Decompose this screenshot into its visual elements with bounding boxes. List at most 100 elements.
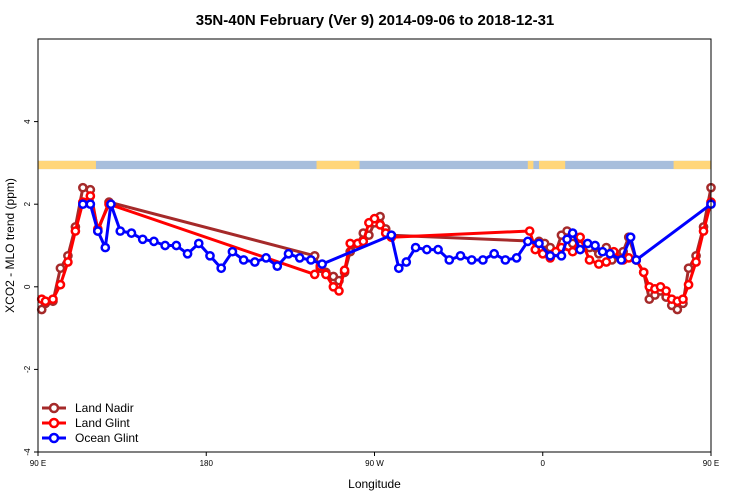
- series-2-point-43: [575, 244, 585, 255]
- series-2: [78, 199, 716, 274]
- land-segment-2: [527, 160, 534, 170]
- series-2-point-48: [616, 255, 627, 265]
- series-1-point-48: [691, 257, 701, 267]
- series-2-point-19: [272, 261, 283, 271]
- series-2-point-27: [410, 242, 421, 253]
- series-2-point-12: [193, 238, 204, 249]
- series-1-point-16: [345, 238, 356, 249]
- series-2-point-15: [227, 246, 238, 257]
- y-tick-label-4: 4: [23, 119, 32, 124]
- y-tick-label-1: -2: [23, 365, 32, 373]
- x-tick-label-0: 90 E: [30, 459, 46, 468]
- series-2-point-22: [306, 255, 316, 265]
- series-2-point-35: [500, 255, 511, 265]
- series-1-point-18: [358, 236, 369, 247]
- legend-label-1: Land Glint: [75, 416, 130, 430]
- series-2-point-21: [294, 253, 305, 263]
- series-2-point-36: [511, 253, 522, 263]
- land-ocean-band: [38, 160, 711, 170]
- legend-marker-2: [48, 432, 60, 444]
- series-2-point-31: [455, 250, 466, 261]
- axes: 90 E 180 90 W 0 90 E -4 -2 0 2 4: [23, 119, 719, 468]
- series-0-point-6: [78, 182, 88, 193]
- series-0-point-48: [683, 263, 694, 274]
- series-1-point-15: [339, 265, 350, 276]
- series-1-point-39: [638, 267, 649, 278]
- ocean-band: [38, 160, 711, 170]
- series-1-point-10: [309, 269, 320, 280]
- legend-entry-2: Ocean Glint: [42, 431, 139, 445]
- series-2-point-42: [567, 228, 578, 238]
- legend-entry-1: Land Glint: [42, 416, 130, 430]
- series-layer: [36, 182, 716, 315]
- series-1-point-32: [584, 255, 595, 265]
- series-2-point-13: [205, 250, 215, 261]
- series-2-point-28: [421, 244, 432, 255]
- series-2-point-32: [466, 255, 477, 265]
- series-1-point-24: [524, 226, 535, 236]
- land-segment-0: [38, 160, 96, 170]
- series-2-point-18: [261, 253, 271, 263]
- series-2-point-5: [115, 226, 126, 236]
- series-1-point-34: [601, 257, 612, 267]
- series-2-point-0: [78, 199, 88, 210]
- legend-marker-1: [48, 417, 60, 429]
- series-1-point-30: [567, 246, 578, 257]
- series-2-point-11: [182, 248, 193, 259]
- y-tick-label-0: -4: [23, 448, 32, 456]
- series-2-point-33: [478, 255, 488, 265]
- series-1-point-21: [375, 220, 385, 230]
- legend-entry-0: Land Nadir: [42, 401, 134, 415]
- series-2-point-24: [386, 230, 397, 241]
- series-2-point-49: [625, 232, 636, 243]
- x-axis-label: Longitude: [348, 477, 401, 491]
- series-2-point-17: [250, 257, 260, 267]
- series-2-point-16: [238, 255, 249, 265]
- series-1-point-33: [593, 259, 604, 269]
- series-1-point-7: [85, 191, 96, 201]
- series-2-point-50: [631, 255, 642, 265]
- series-2-point-40: [556, 250, 567, 261]
- y-axis-label: XCO2 - MLO trend (ppm): [3, 178, 17, 313]
- legend-label-0: Land Nadir: [75, 401, 134, 415]
- series-2-point-44: [582, 238, 593, 249]
- series-2-point-30: [444, 255, 455, 265]
- series-2-point-8: [149, 236, 159, 247]
- series-1-point-37: [623, 253, 634, 263]
- series-2-point-6: [126, 228, 137, 238]
- land-segment-1: [316, 160, 360, 170]
- series-2-point-1: [85, 199, 96, 210]
- series-1-point-14: [334, 286, 344, 296]
- series-1-point-47: [683, 279, 694, 290]
- series-1-point-2: [48, 294, 58, 305]
- series-1-point-3: [55, 279, 66, 290]
- series-2-point-41: [562, 234, 572, 245]
- x-tick-label-3: 0: [541, 459, 546, 468]
- series-2-point-23: [317, 259, 328, 269]
- series-2-point-29: [433, 244, 443, 255]
- series-2-point-14: [216, 263, 227, 274]
- series-2-point-3: [100, 242, 111, 253]
- series-1-point-43: [661, 286, 671, 296]
- x-tick-label-4: 90 E: [703, 459, 719, 468]
- series-2-point-39: [545, 250, 556, 261]
- series-2-point-26: [401, 257, 412, 267]
- series-2-point-2: [92, 226, 103, 236]
- series-2-point-10: [171, 240, 182, 251]
- series-1-point-46: [678, 294, 688, 305]
- series-1-point-20: [369, 213, 380, 224]
- series-2-point-4: [106, 199, 116, 210]
- series-1-point-12: [321, 269, 331, 280]
- y-tick-label-2: 0: [23, 284, 32, 289]
- x-tick-label-2: 90 W: [365, 459, 384, 468]
- series-2-point-9: [160, 240, 170, 251]
- series-1-point-1: [40, 296, 51, 307]
- land-segment-3: [539, 160, 566, 170]
- series-1-point-31: [575, 232, 585, 243]
- series-2-point-20: [283, 248, 294, 259]
- chart-title: 35N-40N February (Ver 9) 2014-09-06 to 2…: [196, 12, 555, 29]
- series-2-point-45: [590, 240, 600, 251]
- legend-marker-0: [48, 402, 60, 414]
